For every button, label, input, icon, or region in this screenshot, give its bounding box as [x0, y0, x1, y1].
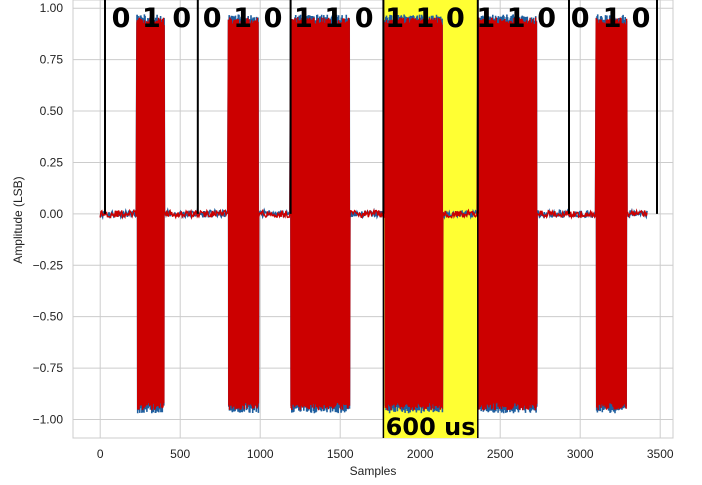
bit-label: 0: [172, 3, 191, 34]
bit-label: 0: [632, 3, 651, 34]
y-tick-label: 0.50: [40, 104, 64, 118]
y-tick-label: −1.00: [33, 412, 64, 426]
plot-area: [72, 0, 674, 439]
y-tick-labels: 1.00 0.75 0.50 0.25 0.00 −0.25 −0.50 −0.75 −1.00: [33, 1, 64, 426]
y-tick-label: 0.00: [40, 207, 64, 221]
y-tick-label: −0.25: [33, 258, 64, 272]
y-tick-label: −0.75: [33, 361, 64, 375]
x-tick-label: 3000: [567, 447, 594, 461]
bit-label: 1: [476, 3, 495, 34]
duration-annotation: 600 us: [386, 413, 476, 441]
x-tick-label: 2500: [487, 447, 514, 461]
x-tick-label: 0: [97, 447, 104, 461]
y-tick-label: −0.50: [33, 310, 64, 324]
bit-label: 1: [233, 3, 252, 34]
x-tick-label: 500: [170, 447, 190, 461]
x-tick-labels: 0 500 1000 1500 2000 2500 3000 3500: [97, 447, 674, 461]
bit-label: 0: [571, 3, 590, 34]
bit-label: 1: [603, 3, 622, 34]
bit-label: 0: [446, 3, 465, 34]
x-tick-label: 3500: [647, 447, 674, 461]
x-tick-label: 1000: [247, 447, 274, 461]
bit-label: 1: [416, 3, 435, 34]
y-axis-title: Amplitude (LSB): [11, 176, 25, 263]
bit-label: 0: [355, 3, 374, 34]
bit-label: 1: [294, 3, 313, 34]
signal-red-trace: [99, 17, 648, 411]
bit-label: 1: [507, 3, 526, 34]
bit-boundaries: [104, 0, 658, 438]
x-axis-title: Samples: [350, 464, 397, 478]
bit-label: 0: [264, 3, 283, 34]
bit-label: 0: [203, 3, 222, 34]
x-tick-label: 2000: [407, 447, 434, 461]
duration-label: 600 us: [386, 413, 476, 441]
bit-label: 0: [537, 3, 556, 34]
signal-traces: [99, 14, 648, 414]
x-tick-label: 1500: [327, 447, 354, 461]
bit-label: 1: [142, 3, 161, 34]
y-tick-label: 0.75: [40, 53, 64, 67]
bit-label: 0: [112, 3, 131, 34]
y-tick-label: 1.00: [40, 1, 64, 15]
y-tick-label: 0.25: [40, 155, 64, 169]
bit-label: 1: [324, 3, 343, 34]
bit-label: 1: [385, 3, 404, 34]
